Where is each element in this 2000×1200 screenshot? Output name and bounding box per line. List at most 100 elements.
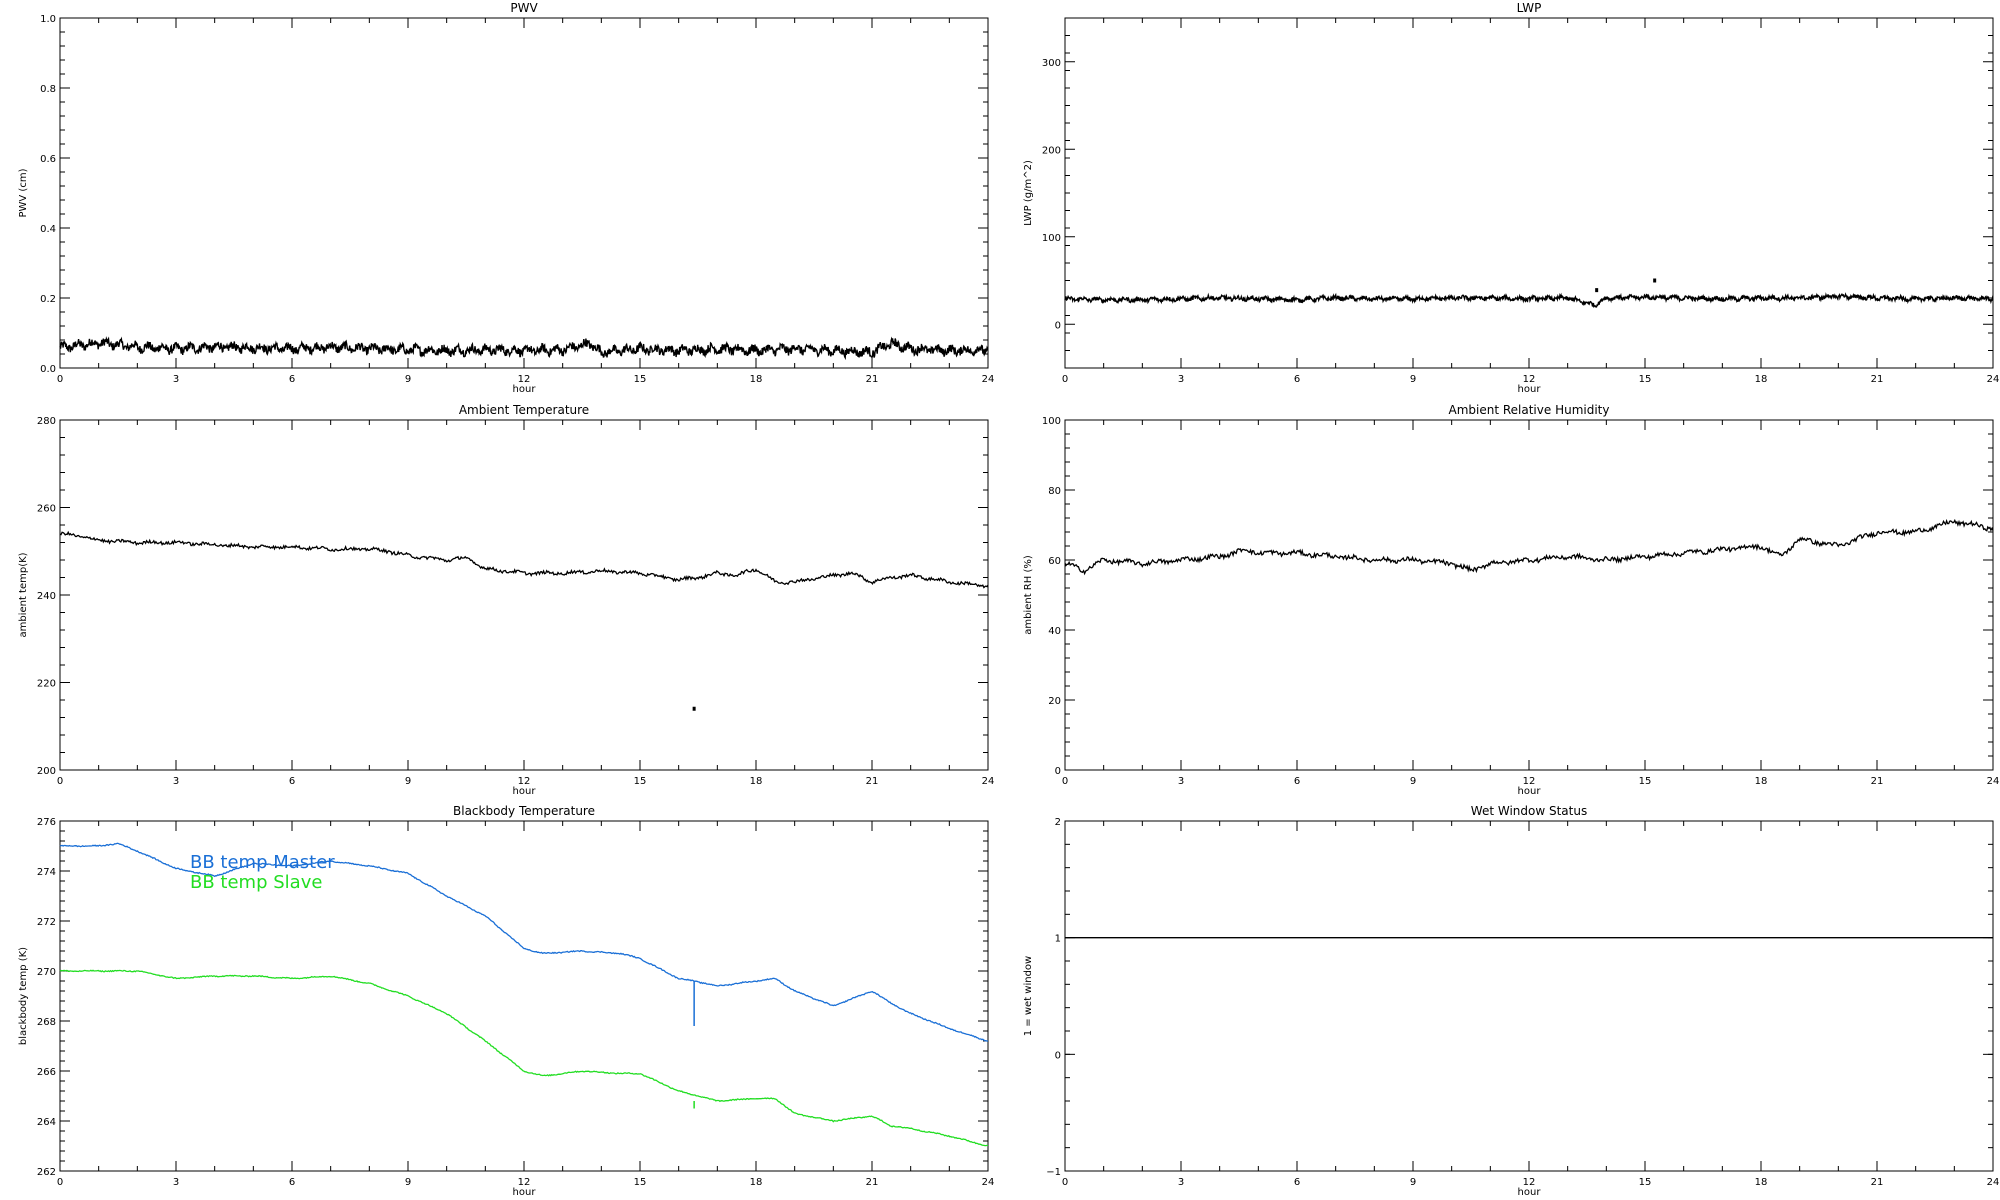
x-tick-label: 24 [1987, 374, 2000, 385]
x-tick-label: 6 [289, 776, 295, 787]
y-tick-label: 2 [1055, 817, 1061, 828]
x-axis-label: hour [513, 786, 537, 797]
x-tick-label: 6 [1294, 374, 1300, 385]
series-line-0 [59, 336, 989, 361]
x-tick-label: 18 [750, 776, 763, 787]
x-tick-label: 3 [1178, 374, 1184, 385]
y-tick-label: 80 [1048, 486, 1061, 497]
x-tick-label: 6 [1294, 1177, 1300, 1188]
y-tick-label: 220 [37, 679, 56, 690]
x-tick-label: 15 [1639, 776, 1652, 787]
y-tick-label: 266 [37, 1067, 56, 1078]
y-tick-label: 200 [1042, 145, 1061, 156]
y-tick-label: 272 [37, 917, 56, 928]
series-line-0 [1064, 292, 1994, 309]
y-tick-label: 276 [37, 817, 56, 828]
y-axis-label: PWV (cm) [18, 168, 29, 217]
x-axis-label: hour [1518, 384, 1542, 395]
y-tick-label: 264 [37, 1117, 56, 1128]
x-tick-label: 3 [1178, 1177, 1184, 1188]
x-tick-label: 9 [1410, 1177, 1416, 1188]
x-tick-label: 6 [1294, 776, 1300, 787]
x-tick-label: 15 [634, 374, 647, 385]
series-line-1 [59, 969, 988, 1147]
x-tick-label: 0 [57, 374, 63, 385]
x-tick-label: 18 [1755, 1177, 1768, 1188]
y-tick-label: 0.4 [40, 224, 56, 235]
y-tick-label: 1.0 [40, 14, 56, 25]
x-tick-label: 3 [173, 374, 179, 385]
x-tick-label: 3 [173, 776, 179, 787]
x-tick-label: 0 [57, 1177, 63, 1188]
x-tick-label: 18 [750, 374, 763, 385]
y-tick-label: 200 [37, 766, 56, 777]
x-tick-label: 0 [57, 776, 63, 787]
y-tick-label: 280 [37, 416, 56, 427]
x-tick-label: 15 [634, 1177, 647, 1188]
legend-label: BB temp Master [190, 852, 335, 873]
y-tick-label: 0.0 [40, 364, 56, 375]
y-axis-label: blackbody temp (K) [18, 947, 29, 1045]
y-tick-label: −1 [1046, 1167, 1061, 1178]
x-tick-label: 21 [866, 374, 879, 385]
x-tick-label: 18 [750, 1177, 763, 1188]
x-tick-label: 24 [982, 374, 995, 385]
panel-bb_temp: Blackbody Temperature 0 3 6 9 12 15 18 21 24 hour 2… [18, 804, 994, 1198]
x-tick-label: 24 [1987, 776, 2000, 787]
x-tick-label: 3 [1178, 776, 1184, 787]
y-tick-label: 40 [1048, 626, 1061, 637]
chart-title: Ambient Temperature [459, 403, 589, 417]
x-tick-label: 12 [518, 1177, 531, 1188]
x-tick-label: 21 [866, 1177, 879, 1188]
chart-title: Ambient Relative Humidity [1449, 403, 1610, 417]
x-tick-label: 6 [289, 1177, 295, 1188]
x-tick-label: 12 [518, 776, 531, 787]
y-tick-label: 274 [37, 867, 56, 878]
chart-title: PWV [510, 1, 538, 15]
plot-frame [1064, 17, 1994, 369]
x-tick-label: 12 [1523, 776, 1536, 787]
x-axis-label: hour [513, 384, 537, 395]
x-tick-label: 18 [1755, 776, 1768, 787]
panel-ambient_rh: Ambient Relative Humidity 0 3 6 9 12 15 18 21 24 h… [1023, 403, 1999, 797]
y-tick-label: 100 [1042, 233, 1061, 244]
x-tick-label: 21 [1871, 776, 1884, 787]
y-tick-label: 270 [37, 967, 56, 978]
plot-frame [1064, 419, 1994, 771]
plot-frame [1064, 820, 1994, 1172]
y-tick-label: 260 [37, 504, 56, 515]
y-tick-label: 240 [37, 591, 56, 602]
x-axis-label: hour [1518, 786, 1542, 797]
y-axis-label: ambient RH (%) [1023, 555, 1034, 635]
data-point [1653, 278, 1657, 283]
x-tick-label: 18 [1755, 374, 1768, 385]
x-tick-label: 15 [1639, 1177, 1652, 1188]
y-tick-label: 100 [1042, 416, 1061, 427]
x-axis-label: hour [513, 1187, 537, 1198]
chart-title: LWP [1517, 1, 1542, 15]
y-tick-label: 0.8 [40, 84, 56, 95]
x-tick-label: 0 [1062, 374, 1068, 385]
x-tick-label: 3 [173, 1177, 179, 1188]
x-tick-label: 9 [405, 374, 411, 385]
series-line-0 [1064, 518, 1994, 576]
y-tick-label: 60 [1048, 556, 1061, 567]
y-tick-label: 268 [37, 1017, 56, 1028]
x-tick-label: 15 [634, 776, 647, 787]
x-tick-label: 9 [405, 1177, 411, 1188]
y-axis-label: ambient temp(K) [18, 552, 29, 637]
data-point [1595, 288, 1599, 293]
x-tick-label: 0 [1062, 1177, 1068, 1188]
y-tick-label: 300 [1042, 58, 1061, 69]
x-tick-label: 12 [1523, 374, 1536, 385]
panel-lwp: LWP 0 3 6 9 12 15 18 21 24 hour 0 100 200 300 LWP (g/m^… [1023, 1, 1999, 395]
x-tick-label: 9 [405, 776, 411, 787]
x-tick-label: 0 [1062, 776, 1068, 787]
data-point [692, 706, 696, 711]
legend-label: BB temp Slave [190, 872, 322, 893]
series-line-0 [59, 530, 989, 589]
plot-frame [59, 17, 989, 369]
y-tick-label: 0 [1055, 766, 1061, 777]
